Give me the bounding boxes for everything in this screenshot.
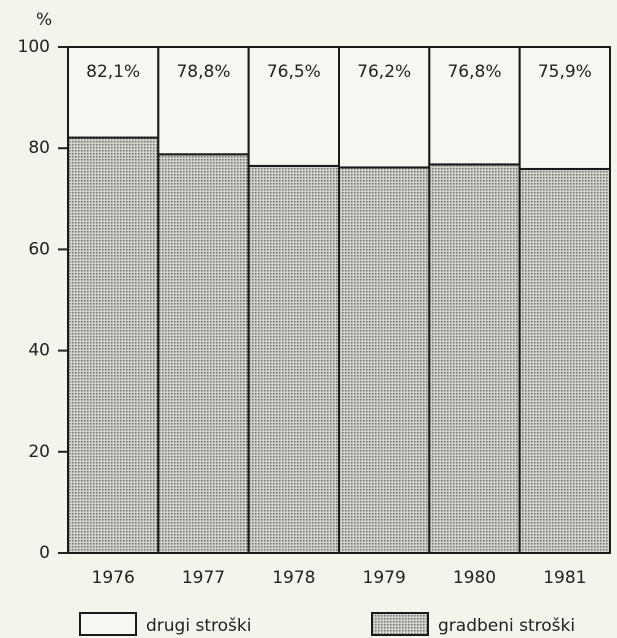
y-tick-label: 100 <box>18 37 50 57</box>
y-tick-label: 0 <box>39 543 50 563</box>
bar-segment <box>518 46 612 170</box>
x-tick-label: 1980 <box>453 568 496 588</box>
y-tick-label: 80 <box>28 138 50 158</box>
value-label: 82,1% <box>86 62 140 82</box>
bar-segment <box>428 163 521 554</box>
y-tick-label: 40 <box>28 341 50 361</box>
x-tick-label: 1976 <box>92 568 135 588</box>
bar-segment <box>247 46 341 167</box>
bar-segment <box>518 167 612 554</box>
legend-label: gradbeni stroški <box>438 616 575 636</box>
value-label: 78,8% <box>176 62 230 82</box>
bar-segment <box>67 46 160 139</box>
y-tick-label: 60 <box>28 239 50 259</box>
legend-swatch <box>371 612 429 636</box>
bar-segment <box>338 46 431 169</box>
x-tick-label: 1979 <box>363 568 406 588</box>
bar-segment <box>67 136 160 554</box>
y-axis-label: % <box>36 10 52 30</box>
bar-segment <box>428 46 521 166</box>
x-tick-label: 1977 <box>182 568 225 588</box>
value-label: 76,5% <box>267 62 321 82</box>
value-label: 75,9% <box>538 62 592 82</box>
x-tick-label: 1981 <box>543 568 586 588</box>
value-label: 76,8% <box>447 62 501 82</box>
bar-segment <box>338 166 431 554</box>
legend-swatch <box>79 612 137 636</box>
bar-segment <box>157 153 250 554</box>
x-tick-label: 1978 <box>272 568 315 588</box>
value-label: 76,2% <box>357 62 411 82</box>
bar-segment <box>247 164 341 554</box>
y-tick-label: 20 <box>28 442 50 462</box>
legend-label: drugi stroški <box>146 616 251 636</box>
